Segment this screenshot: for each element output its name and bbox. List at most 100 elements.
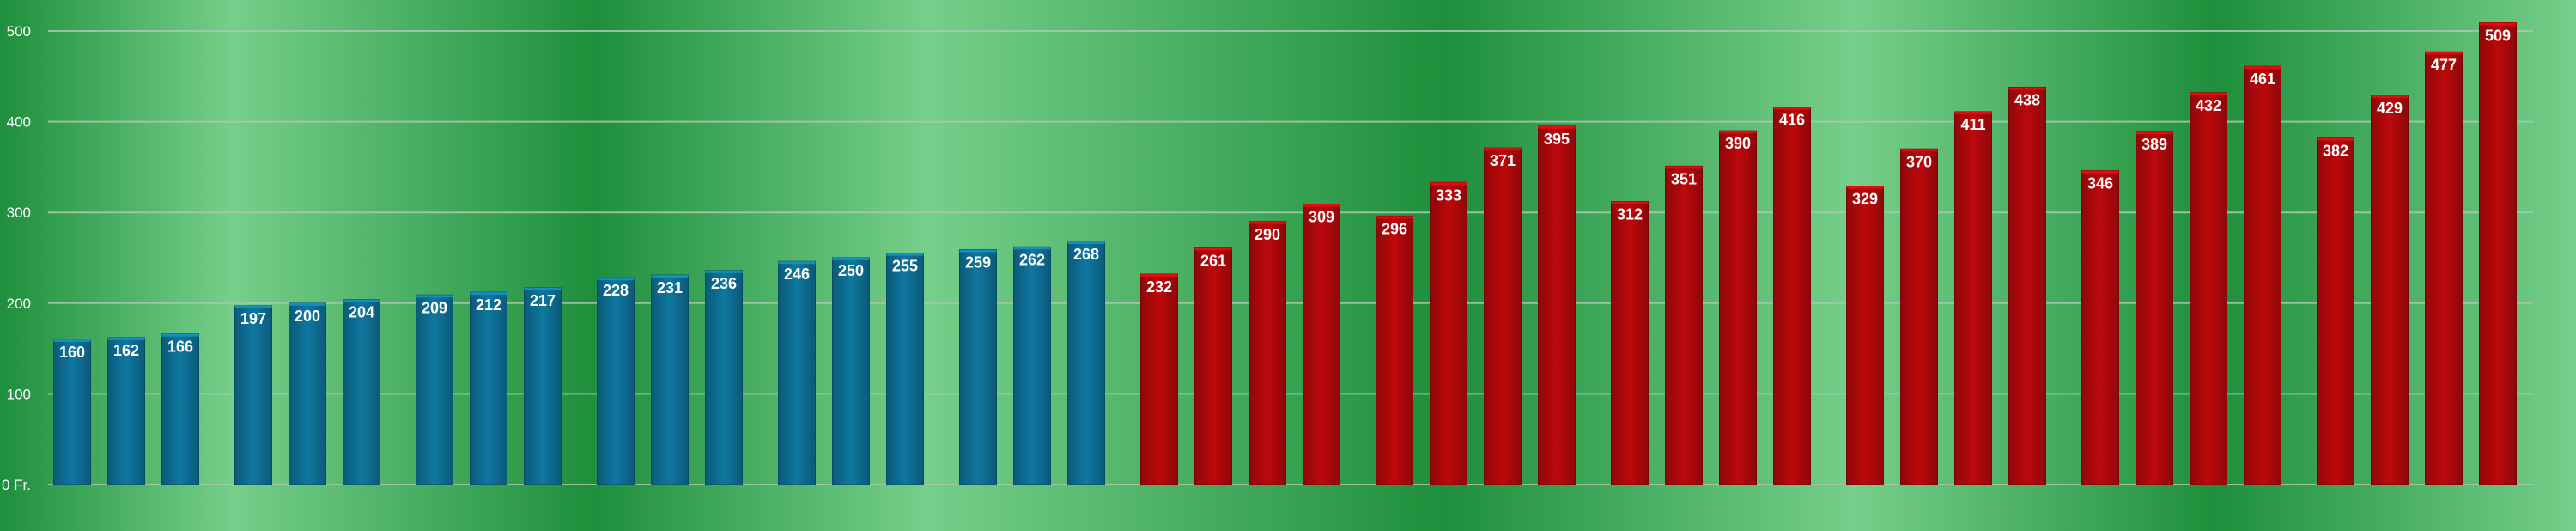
bar-blue bbox=[53, 339, 91, 485]
bar-blue bbox=[416, 294, 453, 485]
bar-top-highlight bbox=[289, 302, 326, 306]
bar-top-highlight bbox=[470, 292, 507, 296]
bar-red bbox=[1194, 247, 1232, 485]
bar-top-highlight bbox=[705, 270, 743, 273]
bar-top-highlight bbox=[524, 287, 562, 290]
bar-red bbox=[1773, 107, 1811, 485]
bar-value-label: 268 bbox=[1073, 246, 1099, 263]
bar-red bbox=[2008, 86, 2046, 485]
bar-value-label: 160 bbox=[59, 344, 85, 361]
bar-value-labels: 160 162 166 197 200 204 209 212 217 228 231 236 246 2… bbox=[59, 27, 2511, 361]
bar-blue bbox=[107, 337, 145, 485]
bar-red bbox=[1140, 273, 1178, 485]
bar-value-label: 255 bbox=[892, 258, 918, 275]
bar-top-highlight bbox=[651, 275, 689, 278]
bars bbox=[53, 21, 2517, 485]
y-tick-label: 100 bbox=[7, 386, 31, 402]
bar-blue bbox=[597, 277, 635, 485]
bar-red bbox=[1846, 186, 1884, 485]
bar-value-label: 162 bbox=[113, 342, 139, 359]
y-tick-label: 500 bbox=[7, 23, 31, 40]
bar-blue bbox=[524, 287, 562, 485]
bar-top-highlight bbox=[2190, 92, 2227, 95]
bar-value-label: 296 bbox=[1382, 220, 1407, 237]
bar-value-label: 416 bbox=[1779, 112, 1805, 129]
bar-red bbox=[2317, 137, 2354, 485]
bar-top-highlight bbox=[1954, 111, 1992, 114]
bar-top-highlight bbox=[832, 258, 870, 260]
bar-value-label: 217 bbox=[530, 292, 556, 309]
bar-blue bbox=[1067, 241, 1105, 485]
bar-value-label: 250 bbox=[838, 262, 864, 279]
bar-blue bbox=[832, 257, 870, 485]
bar-top-highlight bbox=[2479, 22, 2517, 26]
bar-value-label: 312 bbox=[1617, 206, 1643, 223]
bar-value-label: 477 bbox=[2431, 56, 2457, 73]
bar-blue bbox=[778, 260, 816, 485]
bar-value-label: 461 bbox=[2250, 70, 2275, 88]
bar-value-label: 236 bbox=[711, 275, 737, 292]
bar-value-label: 309 bbox=[1309, 209, 1334, 226]
bar-value-label: 389 bbox=[2142, 136, 2167, 153]
bar-top-highlight bbox=[1430, 182, 1467, 186]
bar-red bbox=[1954, 111, 1992, 485]
y-tick-label: 400 bbox=[7, 114, 31, 131]
bar-value-label: 432 bbox=[2196, 97, 2221, 114]
bar-value-label: 200 bbox=[295, 308, 320, 325]
bar-top-highlight bbox=[1067, 241, 1105, 244]
bar-value-label: 333 bbox=[1436, 186, 1461, 204]
bar-value-label: 197 bbox=[240, 310, 266, 327]
bar-red bbox=[2371, 95, 2409, 485]
y-tick-label: 300 bbox=[7, 204, 31, 221]
bar-red bbox=[1484, 147, 1522, 485]
bar-value-label: 382 bbox=[2323, 143, 2348, 160]
bar-top-highlight bbox=[1773, 107, 1811, 110]
bar-top-highlight bbox=[1013, 247, 1051, 250]
bar-value-label: 411 bbox=[1960, 116, 1985, 133]
bar-top-highlight bbox=[1538, 125, 1576, 129]
bar-red bbox=[2081, 170, 2119, 485]
bar-blue bbox=[959, 248, 997, 485]
gridlines bbox=[48, 30, 2533, 485]
bar-top-highlight bbox=[1611, 201, 1649, 204]
bar-top-highlight bbox=[1719, 131, 1757, 134]
bar-red bbox=[1430, 181, 1467, 485]
bar-top-highlight bbox=[161, 333, 199, 337]
bar-value-label: 231 bbox=[657, 279, 683, 296]
bar-value-label: 329 bbox=[1852, 191, 1878, 208]
bar-value-label: 351 bbox=[1671, 170, 1697, 187]
bar-blue bbox=[705, 270, 743, 485]
bar-blue bbox=[886, 253, 924, 485]
bar-red bbox=[1249, 221, 1286, 485]
bar-top-highlight bbox=[778, 261, 816, 265]
bar-top-highlight bbox=[2244, 66, 2281, 70]
bar-value-label: 232 bbox=[1146, 278, 1172, 296]
bar-top-highlight bbox=[1194, 247, 1232, 251]
bar-value-label: 429 bbox=[2377, 100, 2403, 117]
bar-value-label: 204 bbox=[349, 304, 374, 321]
bar-top-highlight bbox=[234, 305, 272, 308]
bar-top-highlight bbox=[1376, 216, 1413, 219]
bar-top-highlight bbox=[1249, 221, 1286, 224]
bar-top-highlight bbox=[2136, 131, 2173, 135]
bar-top-highlight bbox=[1900, 149, 1938, 152]
bar-red bbox=[2479, 21, 2517, 485]
bar-top-highlight bbox=[1665, 166, 1703, 169]
bar-value-label: 290 bbox=[1255, 226, 1280, 243]
bar-value-label: 390 bbox=[1725, 135, 1751, 152]
bar-top-highlight bbox=[2371, 95, 2409, 98]
bar-blue bbox=[1013, 246, 1051, 485]
bar-top-highlight bbox=[2317, 137, 2354, 141]
bar-value-label: 212 bbox=[476, 296, 501, 314]
bar-red bbox=[1538, 125, 1576, 485]
bar-value-label: 166 bbox=[167, 339, 193, 356]
bar-top-highlight bbox=[107, 337, 145, 340]
bar-red bbox=[1303, 204, 1340, 485]
bar-value-label: 262 bbox=[1019, 251, 1045, 268]
bar-blue bbox=[470, 291, 507, 485]
bar-top-highlight bbox=[2081, 170, 2119, 174]
bar-blue bbox=[651, 274, 689, 485]
bar-red bbox=[1611, 201, 1649, 485]
